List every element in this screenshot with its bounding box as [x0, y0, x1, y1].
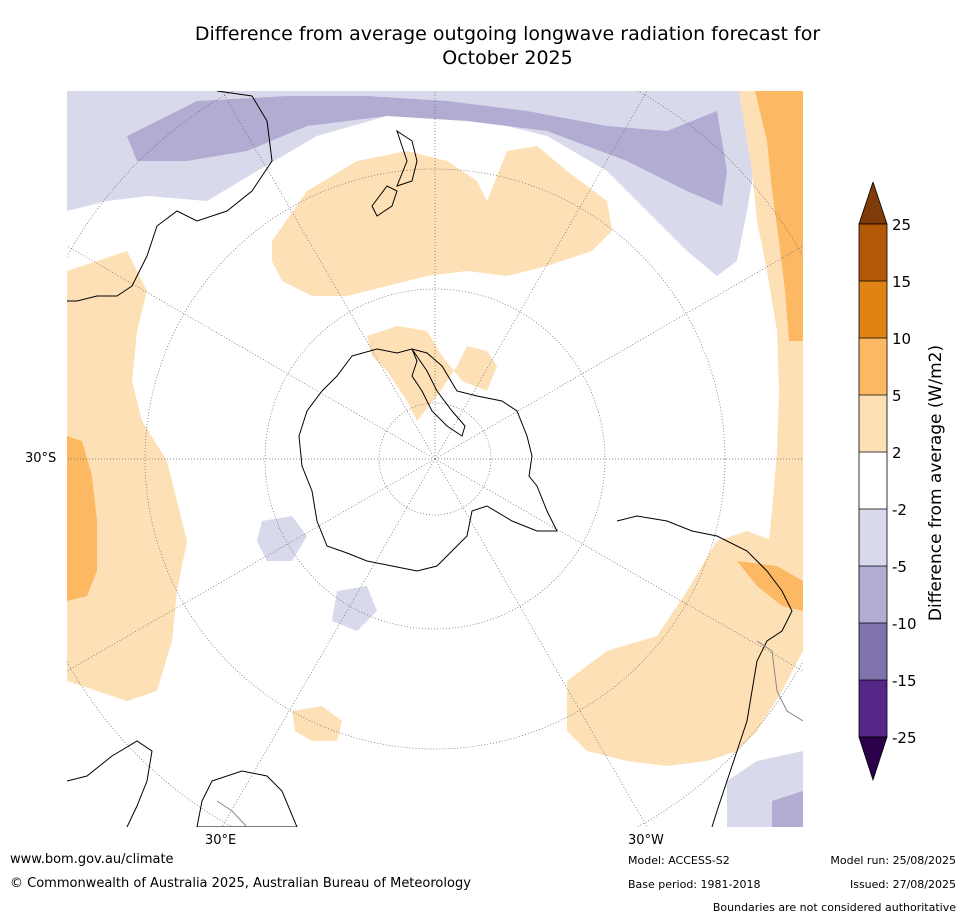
coastline-antarctica: [298, 348, 558, 572]
country-borders: [216, 640, 803, 827]
footer-website: www.bom.gov.au/climate: [10, 852, 174, 867]
anomaly-region-orange-west: [67, 436, 97, 601]
anomaly-region-lavender-southeast-corner-dark: [772, 791, 803, 827]
meridian-10: [221, 458, 436, 827]
footer-model-run: Model run: 25/08/2025: [830, 854, 956, 867]
colorbar-tick-m15: -15: [892, 672, 917, 690]
footer-copyright: © Commonwealth of Australia 2025, Austra…: [10, 876, 471, 891]
colorbar-band-15-25: [859, 224, 887, 281]
anomaly-region-peach-north: [272, 146, 612, 296]
colorbar-canvas: [858, 180, 888, 782]
colorbar-band-m10-m15: [859, 623, 887, 680]
border-south-america: [756, 640, 803, 722]
title-line-1: Difference from average outgoing longwav…: [194, 23, 821, 45]
colorbar-band-m15-m25: [859, 680, 887, 737]
anomaly-region-peach-south-small: [292, 706, 342, 741]
coastline-africa: [67, 740, 153, 827]
anomaly-region-lavender-south: [332, 586, 377, 631]
coastline-antarctic-peninsula: [411, 348, 466, 437]
coastline-new-zealand-north: [396, 129, 418, 187]
anomaly-region-peach-southeast: [567, 531, 803, 766]
anomaly-region-orange-southeast: [737, 561, 803, 611]
meridian-6: [67, 245, 436, 460]
graticule: [67, 91, 803, 827]
map-canvas: [67, 91, 803, 827]
label-30s: 30°S: [25, 451, 57, 466]
colorbar-band-2-5: [859, 395, 887, 452]
graticule-ring-1: [378, 402, 492, 516]
label-30w: 30°W: [628, 833, 664, 848]
coastline-new-zealand-south: [371, 185, 398, 217]
colorbar-band-m5-m10: [859, 566, 887, 623]
colorbar-tick-15: 15: [892, 273, 912, 291]
colorbar-band-neutral: [859, 452, 887, 509]
coastlines: [67, 91, 793, 827]
colorbar-outline: [858, 223, 888, 738]
colorbar-band-m2-m5: [859, 509, 887, 566]
colorbar-tick-10: 10: [892, 330, 912, 348]
anomaly-region-orange-east: [755, 91, 803, 341]
colorbar-tick-m2: -2: [892, 501, 907, 519]
colorbar-title-text: Difference from average (W/m2): [926, 344, 946, 622]
colorbar-tick-2: 2: [892, 444, 902, 462]
colorbar-over-triangle: [858, 180, 888, 225]
map-title: Difference from average outgoing longwav…: [120, 22, 895, 70]
colorbar-tick-5: 5: [892, 387, 902, 405]
colorbar-tick-25: 25: [892, 216, 912, 234]
colorbar-under-triangle: [858, 736, 888, 782]
colorbar-tick-marks: [859, 280, 887, 681]
coastline-south-america: [616, 515, 793, 827]
anomaly-region-peach-peninsula: [367, 326, 497, 421]
coastline-madagascar: [196, 770, 298, 827]
footer-issued: Issued: 27/08/2025: [849, 878, 956, 891]
colorbar-tick-m25: -25: [892, 729, 917, 747]
graticule-ring-2: [264, 288, 606, 630]
colorbar-band-10-15: [859, 281, 887, 338]
footer-disclaimer: Boundaries are not considered authoritat…: [712, 901, 956, 914]
meridian-4: [221, 91, 436, 460]
colorbar-tick-m5: -5: [892, 558, 907, 576]
label-30e: 30°E: [205, 833, 237, 848]
title-line-2: October 2025: [442, 47, 573, 69]
colorbar-band-5-10: [859, 338, 887, 395]
meridian-7: [434, 245, 803, 460]
footer-base-period: Base period: 1981-2018: [628, 878, 761, 891]
colorbar: [855, 180, 965, 782]
anomaly-region-lavender-north: [127, 96, 727, 206]
polar-map: [67, 91, 803, 827]
coastline-australia: [67, 91, 273, 302]
border-africa: [216, 800, 248, 827]
anomaly-region-lavender-southwest: [257, 516, 307, 561]
colorbar-tick-m10: -10: [892, 615, 917, 633]
graticule-ring-3: [144, 168, 726, 750]
anomaly-region-peach-west: [67, 251, 187, 701]
footer-model: Model: ACCESS-S2: [628, 854, 730, 867]
